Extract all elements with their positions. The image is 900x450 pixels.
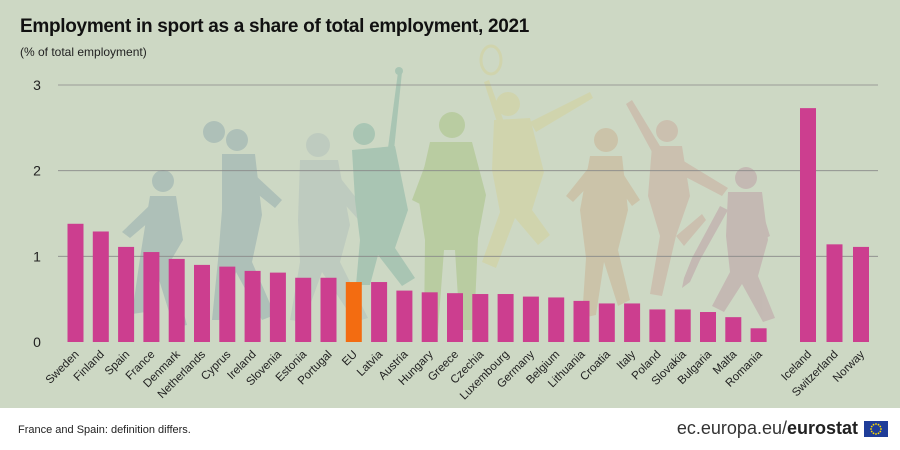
bar-france[interactable] <box>143 252 160 342</box>
bar-denmark[interactable] <box>168 258 185 342</box>
bar-sweden[interactable] <box>67 223 84 342</box>
bar-norway[interactable] <box>853 246 869 342</box>
chart-subtitle: (% of total employment) <box>20 45 147 59</box>
bar-ireland[interactable] <box>244 270 261 342</box>
bar-slovenia[interactable] <box>269 272 286 342</box>
source-brand: eurostat <box>786 418 858 438</box>
bar-cyprus[interactable] <box>219 266 236 342</box>
bar-germany[interactable] <box>522 296 539 342</box>
source-link[interactable]: ec.europa.eu/eurostat <box>677 418 858 439</box>
bar-greece[interactable] <box>447 293 463 342</box>
bar-austria[interactable] <box>396 290 413 342</box>
y-tick-label: 3 <box>33 77 41 93</box>
x-tick-label: EU <box>340 349 360 369</box>
bar-bulgaria[interactable] <box>700 312 716 342</box>
bar-spain[interactable] <box>118 246 135 342</box>
bar-switzerland[interactable] <box>826 244 843 342</box>
bar-latvia[interactable] <box>371 282 388 342</box>
bar-iceland[interactable] <box>800 108 816 342</box>
y-tick-label: 0 <box>33 334 41 350</box>
source-domain: ec.europa.eu/ <box>676 418 787 438</box>
bar-romania[interactable] <box>750 328 767 342</box>
bar-czechia[interactable] <box>472 294 489 342</box>
bar-italy[interactable] <box>624 303 641 342</box>
bar-netherlands[interactable] <box>194 264 210 342</box>
bar-estonia[interactable] <box>295 277 312 342</box>
bar-luxembourg[interactable] <box>497 294 514 342</box>
chart-title: Employment in sport as a share of total … <box>20 16 530 37</box>
bar-hungary[interactable] <box>421 292 438 342</box>
bar-finland[interactable] <box>92 231 109 342</box>
bar-eu[interactable] <box>345 282 362 342</box>
eu-flag-icon <box>864 421 888 437</box>
bar-slovakia[interactable] <box>674 309 691 342</box>
footnote: France and Spain: definition differs. <box>18 424 191 436</box>
y-tick-label: 1 <box>33 248 41 264</box>
bar-croatia[interactable] <box>598 303 615 342</box>
bar-poland[interactable] <box>649 309 666 342</box>
bar-malta[interactable] <box>725 317 742 342</box>
bar-belgium[interactable] <box>548 297 565 342</box>
sport-silhouettes-illustration <box>122 44 775 330</box>
bar-lithuania[interactable] <box>573 300 590 342</box>
bar-portugal[interactable] <box>320 277 337 342</box>
y-tick-label: 2 <box>33 163 41 179</box>
